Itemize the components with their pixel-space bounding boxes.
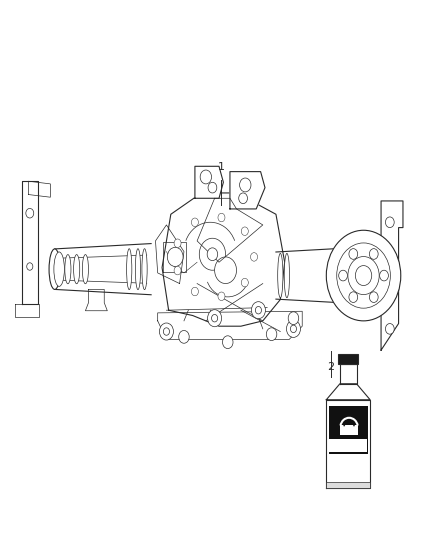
- Circle shape: [349, 249, 358, 260]
- Polygon shape: [340, 364, 357, 384]
- Circle shape: [380, 270, 389, 281]
- Circle shape: [208, 182, 217, 193]
- Circle shape: [26, 208, 34, 218]
- Circle shape: [369, 292, 378, 302]
- Polygon shape: [230, 172, 265, 209]
- Circle shape: [240, 178, 251, 192]
- Ellipse shape: [74, 255, 80, 284]
- Circle shape: [348, 256, 379, 295]
- Polygon shape: [276, 248, 350, 303]
- Circle shape: [200, 170, 212, 184]
- Circle shape: [385, 217, 394, 228]
- Bar: [338, 354, 358, 364]
- Circle shape: [326, 230, 401, 321]
- Polygon shape: [22, 181, 38, 304]
- Circle shape: [199, 238, 226, 270]
- Ellipse shape: [142, 249, 147, 289]
- Polygon shape: [15, 304, 39, 317]
- Circle shape: [288, 312, 299, 325]
- Circle shape: [27, 263, 33, 270]
- Circle shape: [207, 248, 218, 261]
- Polygon shape: [155, 225, 184, 284]
- Bar: [329, 439, 367, 452]
- Ellipse shape: [65, 255, 71, 284]
- Circle shape: [251, 302, 265, 319]
- Circle shape: [223, 336, 233, 349]
- Bar: [326, 482, 370, 488]
- Circle shape: [179, 330, 189, 343]
- Circle shape: [241, 227, 248, 236]
- Circle shape: [241, 278, 248, 287]
- Bar: [328, 406, 368, 454]
- Polygon shape: [55, 244, 151, 295]
- Ellipse shape: [54, 252, 64, 286]
- Circle shape: [286, 320, 300, 337]
- Polygon shape: [195, 166, 223, 198]
- Ellipse shape: [278, 253, 283, 298]
- Polygon shape: [163, 242, 186, 272]
- Polygon shape: [158, 311, 302, 340]
- Circle shape: [191, 218, 198, 227]
- Ellipse shape: [127, 249, 132, 289]
- Polygon shape: [326, 400, 370, 488]
- Circle shape: [355, 265, 372, 286]
- Circle shape: [212, 314, 218, 322]
- Circle shape: [163, 328, 170, 335]
- Circle shape: [239, 193, 247, 204]
- Ellipse shape: [49, 249, 60, 289]
- Circle shape: [266, 328, 277, 341]
- Text: 2: 2: [327, 361, 334, 372]
- Circle shape: [191, 287, 198, 296]
- Circle shape: [337, 243, 390, 308]
- Bar: [340, 425, 358, 435]
- Circle shape: [167, 247, 183, 266]
- Circle shape: [339, 270, 347, 281]
- Ellipse shape: [82, 255, 88, 284]
- Text: 1: 1: [218, 162, 225, 172]
- Circle shape: [385, 324, 394, 334]
- Polygon shape: [162, 193, 285, 326]
- Circle shape: [218, 213, 225, 222]
- Circle shape: [290, 325, 297, 333]
- Polygon shape: [55, 244, 151, 295]
- Circle shape: [218, 292, 225, 301]
- Circle shape: [251, 253, 258, 261]
- Polygon shape: [197, 198, 263, 262]
- Ellipse shape: [284, 253, 290, 298]
- Circle shape: [174, 266, 181, 275]
- Polygon shape: [28, 181, 50, 197]
- Circle shape: [159, 323, 173, 340]
- Polygon shape: [381, 201, 403, 350]
- Circle shape: [369, 249, 378, 260]
- Polygon shape: [85, 289, 107, 311]
- Ellipse shape: [135, 249, 141, 289]
- Circle shape: [255, 306, 261, 314]
- Polygon shape: [326, 384, 370, 400]
- Circle shape: [208, 310, 222, 327]
- Circle shape: [174, 239, 181, 247]
- Circle shape: [349, 292, 358, 302]
- Circle shape: [215, 257, 237, 284]
